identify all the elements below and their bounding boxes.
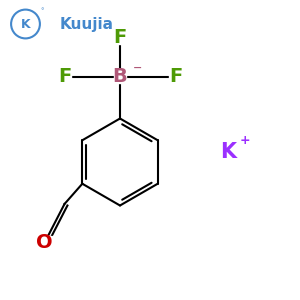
Text: F: F bbox=[169, 67, 182, 86]
Bar bbox=[114, 32, 126, 44]
Text: B: B bbox=[112, 67, 128, 86]
Text: Kuujia: Kuujia bbox=[60, 16, 114, 32]
Bar bbox=[58, 70, 70, 83]
Text: −: − bbox=[133, 63, 142, 73]
Text: +: + bbox=[240, 134, 251, 147]
Text: F: F bbox=[113, 28, 127, 47]
Bar bbox=[37, 236, 52, 250]
Text: °: ° bbox=[40, 8, 44, 14]
Bar bbox=[114, 70, 126, 83]
Text: O: O bbox=[36, 233, 53, 253]
Text: K: K bbox=[220, 142, 236, 161]
Text: K: K bbox=[21, 17, 30, 31]
Text: F: F bbox=[58, 67, 71, 86]
Bar bbox=[169, 70, 181, 83]
